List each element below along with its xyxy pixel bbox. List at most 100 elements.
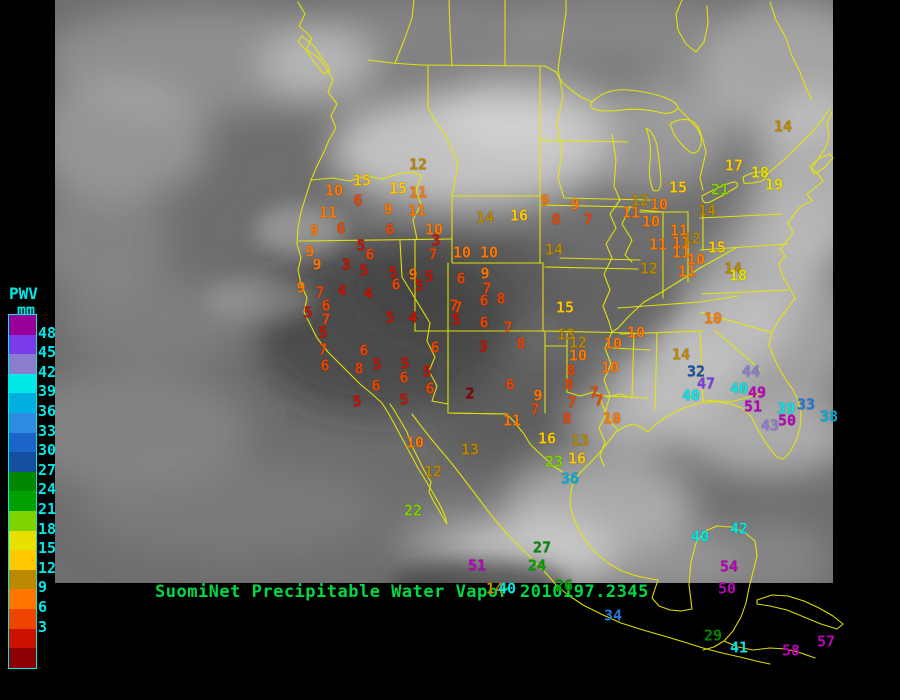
station-value: 50 [717, 579, 737, 598]
legend-tick-label: 12 [38, 558, 57, 577]
legend-color-cell [9, 550, 36, 570]
station-value: 5 [399, 390, 409, 409]
station-value: 3 [478, 337, 488, 356]
station-value: 10 [568, 346, 588, 365]
legend-tick-label: 45 [38, 343, 57, 362]
station-value: 34 [603, 606, 623, 625]
station-value: 5 [303, 303, 313, 322]
station-value: 6 [456, 269, 466, 288]
legend-color-cell [9, 569, 36, 590]
station-value: 7 [315, 283, 325, 302]
station-value: 5 [424, 267, 434, 286]
legend-color-cell [9, 589, 36, 609]
legend-tick-label: 30 [38, 441, 57, 460]
station-value: 11 [407, 201, 427, 220]
legend-color-cell [9, 373, 36, 394]
station-value: 15 [352, 171, 372, 190]
station-value: 6 [371, 376, 381, 395]
station-value: 14 [475, 208, 495, 227]
station-value: 5 [356, 236, 366, 255]
legend-color-cell [9, 608, 36, 629]
legend-tick-label: 33 [38, 421, 57, 440]
station-value: 40 [729, 379, 749, 398]
station-value: 14 [773, 117, 793, 136]
station-value: 8 [516, 334, 526, 353]
station-value: 10 [603, 334, 623, 353]
legend-color-cell [9, 628, 36, 649]
legend-color-cell [9, 412, 36, 433]
station-value: 4 [337, 281, 347, 300]
station-value: 6 [320, 356, 330, 375]
station-value: 17 [724, 156, 744, 175]
station-value: 9 [408, 265, 418, 284]
legend-color-cell [9, 393, 36, 413]
station-value: 43 [760, 416, 780, 435]
station-value: 12 [639, 259, 659, 278]
station-value: 29 [703, 626, 723, 645]
legend-color-cell [9, 452, 36, 472]
station-value: 5 [388, 263, 398, 282]
station-value: 15 [707, 238, 727, 257]
station-value: 21 [710, 180, 730, 199]
station-value: 15 [668, 178, 688, 197]
station-value: 10 [600, 358, 620, 377]
station-value: 11 [677, 262, 697, 281]
station-value: 9 [383, 200, 393, 219]
station-value: 6 [425, 379, 435, 398]
station-value: 9 [540, 191, 550, 210]
station-value: 11 [621, 203, 641, 222]
station-value: 9 [296, 278, 306, 297]
station-value: 10 [424, 220, 444, 239]
station-value: 12 [408, 155, 428, 174]
legend-color-cell [9, 510, 36, 531]
station-value: 10 [602, 409, 622, 428]
station-value: 42 [729, 519, 749, 538]
legend-tick-label: 27 [38, 460, 57, 479]
station-value: 40 [690, 527, 710, 546]
station-value: 16 [537, 429, 557, 448]
station-value: 10 [703, 309, 723, 328]
station-value: 16 [567, 449, 587, 468]
station-value: 5 [352, 392, 362, 411]
station-value: 7 [318, 340, 328, 359]
station-value: 8 [566, 361, 576, 380]
station-value: 18 [728, 266, 748, 285]
station-value: 26 [554, 576, 574, 595]
station-value: 11 [671, 243, 691, 262]
legend-color-cell [9, 648, 36, 668]
station-value: 13 [570, 431, 590, 450]
station-value: 24 [527, 556, 547, 575]
station-value: 5 [359, 261, 369, 280]
station-value: 51 [743, 397, 763, 416]
plot-title-text: SuomiNet Precipitable Water Vapor [155, 582, 510, 602]
map-outlines [296, 0, 844, 665]
station-value: 50 [777, 411, 797, 430]
legend-colorbar [8, 314, 37, 669]
legend-tick-label: 48 [38, 323, 57, 342]
station-value: 12 [568, 333, 588, 352]
station-value: 12 [682, 229, 702, 248]
station-value: 5 [385, 308, 395, 327]
station-value: 2 [465, 384, 475, 403]
station-value: 10 [649, 195, 669, 214]
legend-color-cell [9, 315, 36, 335]
station-value: 9 [312, 255, 322, 274]
station-value: 5 [372, 355, 382, 374]
station-value: 7 [567, 393, 577, 412]
station-value: 7 [449, 296, 459, 315]
station-value: 6 [359, 341, 369, 360]
legend-color-cell [9, 334, 36, 355]
station-value: 10 [641, 212, 661, 231]
station-value: 54 [719, 557, 739, 576]
station-value: 6 [399, 368, 409, 387]
station-value: 7 [530, 400, 540, 419]
legend-tick-label: 3 [38, 617, 48, 636]
station-value: 7 [482, 279, 492, 298]
station-value: 16 [509, 206, 529, 225]
station-value: 6 [479, 313, 489, 332]
station-value: 11 [408, 183, 428, 202]
legend-title: PWV [9, 284, 38, 303]
station-value: 15 [555, 298, 575, 317]
